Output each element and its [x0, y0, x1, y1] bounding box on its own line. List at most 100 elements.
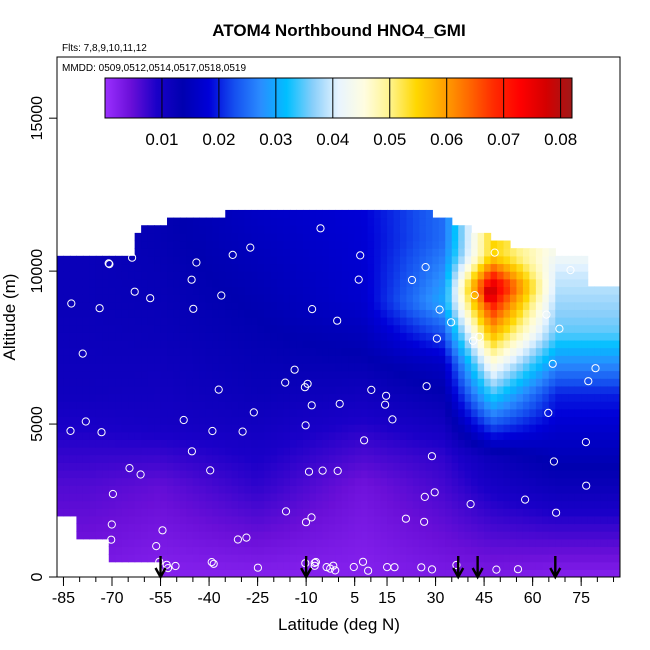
- heatmap-cell: [335, 523, 343, 532]
- heatmap-cell: [412, 317, 420, 326]
- heatmap-cell: [600, 538, 608, 548]
- heatmap-cell: [167, 370, 175, 379]
- heatmap-cell: [218, 278, 226, 288]
- heatmap-cell: [173, 477, 181, 486]
- heatmap-cell: [509, 477, 518, 486]
- heatmap-cell: [568, 401, 576, 410]
- heatmap-cell: [257, 332, 265, 341]
- heatmap-cell: [57, 347, 65, 356]
- heatmap-cell: [574, 278, 582, 288]
- heatmap-cell: [102, 332, 110, 341]
- heatmap-cell: [438, 393, 446, 402]
- heatmap-cell: [445, 424, 453, 433]
- heatmap-cell: [341, 209, 349, 219]
- heatmap-cell: [341, 232, 349, 242]
- heatmap-cell: [212, 248, 220, 257]
- heatmap-cell: [607, 370, 615, 379]
- heatmap-cell: [231, 401, 239, 410]
- heatmap-cell: [374, 569, 382, 577]
- heatmap-cell: [432, 462, 440, 471]
- heatmap-cell: [490, 523, 498, 532]
- heatmap-cell: [399, 523, 408, 532]
- heatmap-cell: [535, 393, 543, 402]
- heatmap-cell: [458, 232, 466, 242]
- heatmap-cell: [225, 469, 233, 479]
- heatmap-cell: [348, 485, 356, 494]
- heatmap-cell: [542, 500, 550, 509]
- heatmap-cell: [458, 408, 466, 418]
- heatmap-cell: [438, 546, 446, 555]
- heatmap-cell: [497, 286, 505, 295]
- heatmap-cell: [251, 294, 259, 303]
- heatmap-cell: [289, 332, 298, 341]
- heatmap-cell: [348, 286, 356, 295]
- heatmap-cell: [406, 469, 414, 479]
- heatmap-cell: [484, 347, 492, 356]
- heatmap-cell: [594, 431, 602, 440]
- heatmap-cell: [186, 492, 194, 502]
- heatmap-cell: [393, 286, 401, 295]
- heatmap-cell: [309, 554, 317, 563]
- heatmap-cell: [121, 317, 129, 326]
- heatmap-cell: [257, 554, 265, 563]
- heatmap-cell: [348, 492, 356, 502]
- heatmap-cell: [225, 232, 233, 242]
- heatmap-cell: [361, 462, 369, 471]
- heatmap-cell: [600, 531, 608, 540]
- heatmap-cell: [315, 416, 323, 425]
- flight-point: [422, 382, 431, 391]
- heatmap-cell: [555, 362, 563, 372]
- heatmap-cell: [315, 355, 323, 364]
- heatmap-cell: [277, 370, 285, 379]
- heatmap-cell: [374, 447, 382, 456]
- heatmap-cell: [607, 561, 615, 570]
- heatmap-cell: [218, 462, 226, 471]
- heatmap-cell: [128, 492, 136, 502]
- heatmap-cell: [516, 347, 524, 356]
- heatmap-cell: [147, 401, 155, 410]
- heatmap-cell: [432, 362, 440, 372]
- heatmap-cell: [296, 278, 304, 288]
- heatmap-cell: [277, 255, 285, 265]
- heatmap-cell: [529, 431, 537, 440]
- heatmap-cell: [393, 232, 401, 242]
- heatmap-cell: [490, 408, 498, 418]
- heatmap-cell: [57, 431, 65, 440]
- heatmap-cell: [361, 362, 369, 372]
- heatmap-cell: [341, 332, 349, 341]
- heatmap-cell: [57, 286, 65, 295]
- heatmap-cell: [484, 309, 492, 318]
- heatmap-cell: [167, 339, 175, 349]
- heatmap-cell: [594, 385, 602, 395]
- heatmap-cell: [225, 515, 233, 525]
- heatmap-cell: [141, 401, 149, 410]
- heatmap-cell: [328, 271, 336, 280]
- heatmap-cell: [432, 232, 440, 242]
- heatmap-cell: [205, 362, 213, 372]
- heatmap-cell: [419, 469, 427, 479]
- heatmap-cell: [251, 462, 259, 471]
- heatmap-cell: [270, 286, 278, 295]
- heatmap-cell: [335, 554, 343, 563]
- heatmap-cell: [600, 416, 608, 425]
- heatmap-cell: [277, 401, 285, 410]
- heatmap-cell: [497, 523, 505, 532]
- heatmap-cell: [594, 309, 602, 318]
- heatmap-cell: [548, 469, 556, 479]
- heatmap-cell: [89, 393, 97, 402]
- heatmap-cell: [89, 255, 97, 265]
- heatmap-cell: [315, 339, 323, 349]
- heatmap-cell: [264, 225, 272, 234]
- heatmap-cell: [561, 294, 569, 303]
- heatmap-cell: [244, 271, 252, 280]
- heatmap-cell: [199, 393, 207, 402]
- heatmap-cell: [555, 301, 563, 310]
- heatmap-cell: [296, 393, 304, 402]
- heatmap-cell: [516, 546, 524, 555]
- heatmap-cell: [542, 362, 550, 372]
- heatmap-cell: [212, 408, 220, 418]
- heatmap-cell: [477, 416, 485, 425]
- heatmap-cell: [147, 408, 155, 418]
- heatmap-cell: [387, 225, 395, 234]
- heatmap-cell: [186, 317, 194, 326]
